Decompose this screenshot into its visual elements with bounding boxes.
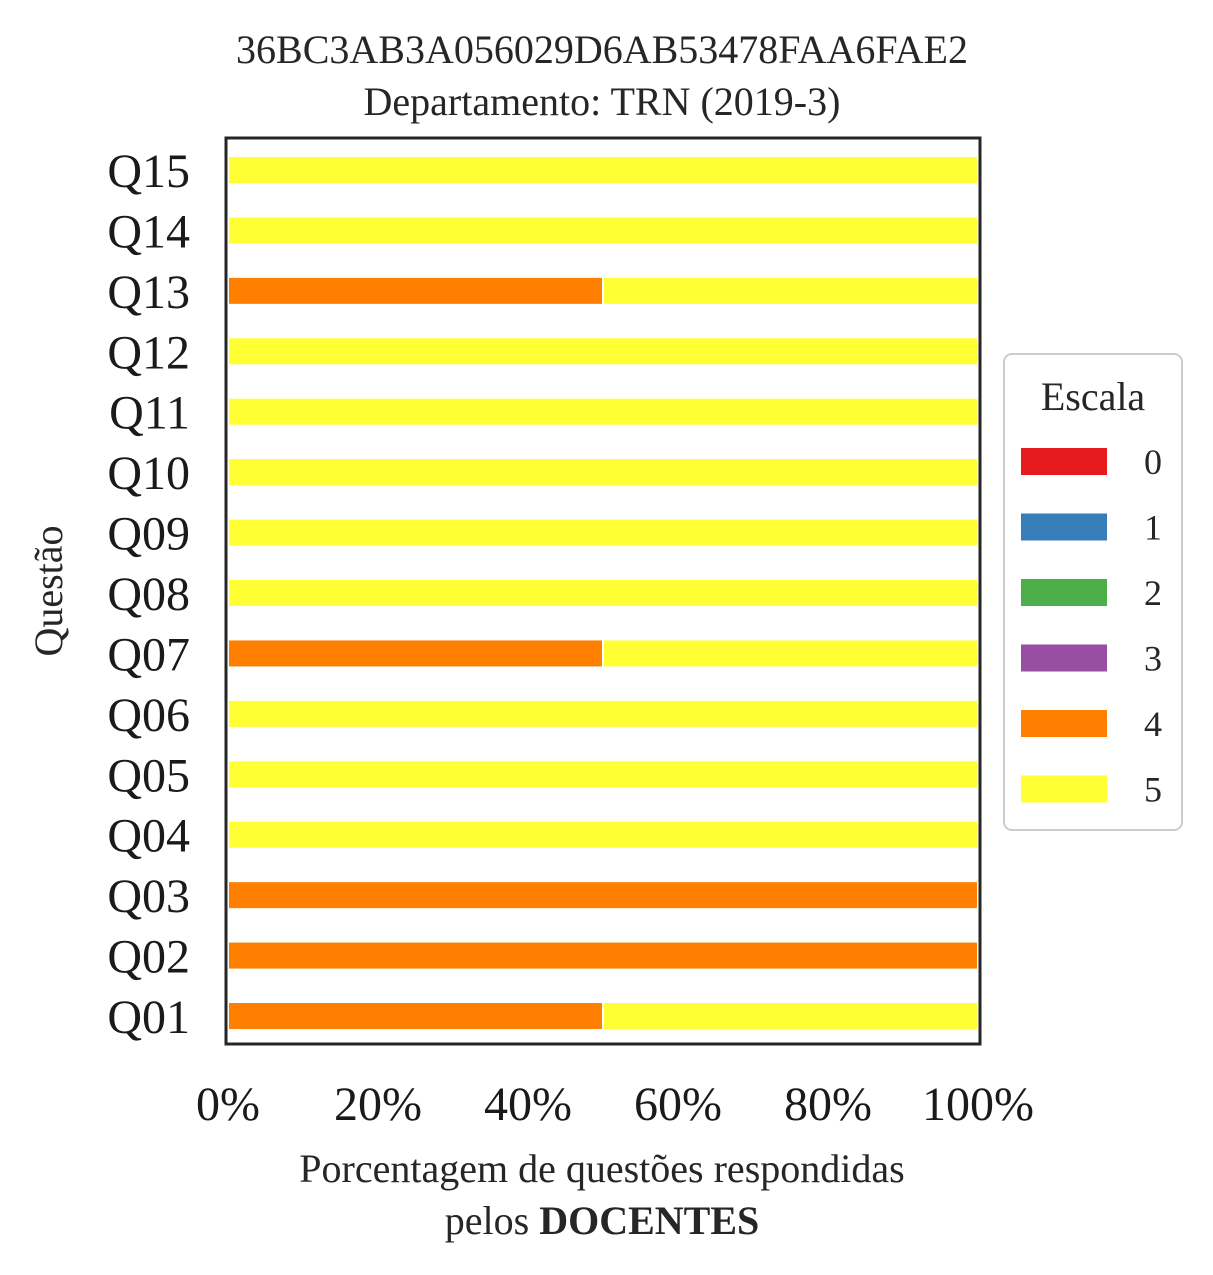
x-tick-40: 40% [484,1078,572,1131]
bar-q09-scale-5 [227,517,979,548]
y-tick-q15: Q15 [107,145,190,198]
bar-q11-scale-5 [227,396,979,427]
x-axis-label-line1: Porcentagem de questões respondidas [299,1146,904,1191]
legend-swatch-4 [1021,710,1107,737]
legend-swatch-3 [1021,644,1107,672]
bar-q10-scale-5 [227,457,979,488]
y-tick-labels: Q01 Q02 Q03 Q04 Q05 Q06 Q07 Q08 Q09 Q10 Q11 Q12 Q13 Q… [107,145,190,1044]
bar-q02-scale-4 [227,940,979,971]
bar-q07-scale-5 [602,638,979,669]
y-tick-q13: Q13 [107,266,190,319]
legend-label-1: 1 [1144,508,1162,548]
bar-q08-scale-5 [227,578,979,609]
y-axis-label: Questão [26,525,71,656]
chart-title-line1: 36BC3AB3A056029D6AB53478FAA6FAE2 [236,27,968,72]
x-tick-100: 100% [922,1078,1034,1131]
bar-q01-scale-4 [227,1001,604,1032]
y-tick-q07: Q07 [107,628,190,681]
y-tick-q01: Q01 [107,991,190,1044]
bar-q04-scale-5 [227,819,979,850]
legend-swatch-5 [1021,775,1107,803]
legend-title: Escala [1041,374,1146,419]
bar-q06-scale-5 [227,698,979,729]
bar-q14-scale-5 [227,215,979,246]
x-tick-20: 20% [334,1078,422,1131]
x-axis-label-line2: pelos DOCENTES [445,1198,760,1243]
bar-q07-scale-4 [227,638,604,669]
legend-label-3: 3 [1144,639,1162,679]
y-tick-q03: Q03 [107,870,190,923]
y-tick-q12: Q12 [107,326,190,379]
chart-title-line2: Departamento: TRN (2019-3) [364,79,841,124]
bars-group [227,155,979,1032]
y-tick-q04: Q04 [107,810,190,863]
x-axis-label-prefix: pelos [445,1198,539,1243]
legend-swatch-1 [1021,513,1107,541]
legend-label-5: 5 [1144,770,1162,810]
bar-q03-scale-4 [227,880,979,911]
bar-q15-scale-5 [227,155,979,185]
legend-swatch-0 [1021,448,1107,475]
y-tick-q09: Q09 [107,508,190,561]
y-tick-q08: Q08 [107,568,190,621]
legend-label-4: 4 [1144,704,1162,744]
bar-q12-scale-5 [227,336,979,367]
legend-swatch-2 [1021,579,1107,606]
x-tick-80: 80% [784,1078,872,1131]
plot-frame [224,136,982,1046]
legend: Escala 0 1 2 3 4 5 [1003,353,1183,831]
x-tick-60: 60% [634,1078,722,1131]
y-tick-q14: Q14 [107,205,190,258]
y-tick-q11: Q11 [109,387,190,440]
legend-label-2: 2 [1144,573,1162,613]
y-tick-q05: Q05 [107,749,190,802]
bar-q01-scale-5 [602,1001,979,1032]
x-tick-labels: 0% 20% 40% 60% 80% 100% [196,1078,1034,1131]
legend-label-0: 0 [1144,442,1162,482]
x-axis-label-bold: DOCENTES [539,1198,759,1243]
bar-q13-scale-4 [227,275,604,306]
y-tick-q10: Q10 [107,447,190,500]
bar-q13-scale-5 [602,275,979,306]
legend-items: 0 1 2 3 4 5 [1021,442,1162,810]
y-tick-q06: Q06 [107,689,190,742]
bar-q05-scale-5 [227,759,979,790]
x-tick-0: 0% [196,1078,260,1131]
y-tick-q02: Q02 [107,931,190,984]
